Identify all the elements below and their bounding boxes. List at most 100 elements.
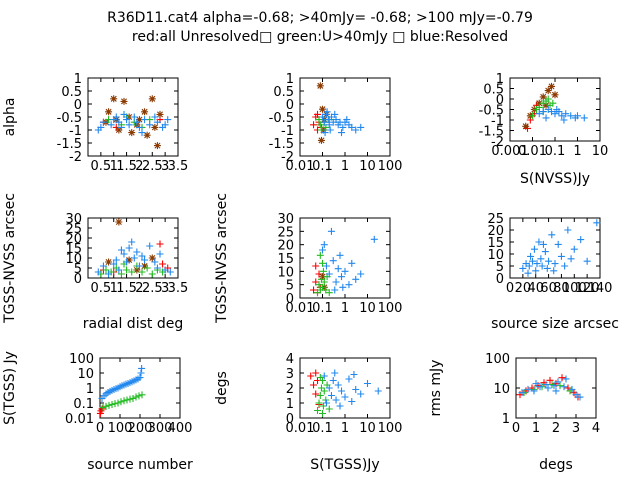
x-tick-label: 200 xyxy=(128,421,153,436)
blue-point xyxy=(151,258,159,266)
blue-point xyxy=(319,113,326,121)
green-point xyxy=(319,402,327,410)
x-axis-label: degs xyxy=(539,457,573,473)
blue-point xyxy=(327,392,335,399)
blue-point xyxy=(326,126,334,134)
blue-point xyxy=(357,270,365,278)
green-point xyxy=(99,404,107,412)
x-tick-label: 0.1 xyxy=(312,159,333,174)
x-tick-label: 80 xyxy=(553,281,570,296)
blue-point xyxy=(319,246,326,254)
x-tick-label: 2.5 xyxy=(142,159,163,174)
x-tick-label: 1 xyxy=(110,159,118,174)
green-point xyxy=(317,126,325,134)
blue-point xyxy=(558,112,566,120)
y-tick-label: 0 xyxy=(74,98,82,113)
brown-point xyxy=(539,93,547,101)
green-point xyxy=(102,402,110,410)
blue-point xyxy=(554,378,562,386)
blue-point xyxy=(112,256,120,264)
x-tick-label: 1 xyxy=(341,301,349,316)
blue-point xyxy=(110,260,118,268)
blue-point xyxy=(325,121,333,129)
blue-point xyxy=(115,118,123,126)
blue-point xyxy=(552,387,560,395)
green-point xyxy=(556,382,564,390)
blue-point xyxy=(562,375,570,383)
red-point xyxy=(310,121,318,129)
plot-grid: 0.511.522.533.5-2-1.5-1-0.500.51alpha0.0… xyxy=(2,72,619,473)
green-point xyxy=(316,121,324,129)
green-point xyxy=(138,268,146,276)
y-tick-label: 2 xyxy=(286,382,294,397)
green-point xyxy=(320,278,328,286)
blue-point xyxy=(99,262,107,270)
blue-point xyxy=(120,250,128,258)
green-point xyxy=(111,400,119,408)
x-tick-label: 60 xyxy=(540,281,557,296)
green-point xyxy=(102,266,110,274)
brown-point xyxy=(105,258,113,266)
x-tick-label: 100 xyxy=(562,281,587,296)
blue-point xyxy=(130,254,138,262)
y-axis-label: TGSS-NVSS arcsec xyxy=(214,193,230,324)
x-tick-label: 100 xyxy=(378,159,403,174)
blue-point xyxy=(357,123,365,131)
y-tick-label: 30 xyxy=(277,212,294,227)
blue-point xyxy=(542,114,550,122)
blue-point xyxy=(161,266,169,274)
blue-point xyxy=(357,390,365,398)
y-axis-label: degs xyxy=(214,371,230,405)
x-tick-label: 0.01 xyxy=(286,421,315,436)
x-tick-label: 4 xyxy=(592,421,600,436)
blue-point xyxy=(135,123,143,131)
y-tick-label: 1 xyxy=(74,72,82,87)
red-point xyxy=(312,390,320,398)
blue-point xyxy=(572,391,580,399)
brown-point xyxy=(548,82,556,90)
chart-title: R36D11.cat4 alpha=-0.68; >40mJy= -0.68; … xyxy=(107,10,533,26)
y-tick-label: 25 xyxy=(277,225,294,240)
y-tick-label: 100 xyxy=(485,352,510,367)
x-tick-label: 120 xyxy=(575,281,600,296)
blue-point xyxy=(339,283,347,291)
y-tick-label: 0 xyxy=(74,272,82,287)
blue-point xyxy=(338,273,346,281)
green-point xyxy=(120,397,128,405)
blue-point xyxy=(329,377,337,384)
y-tick-label: 1 xyxy=(502,412,510,427)
y-tick-label: 20 xyxy=(487,224,504,239)
blue-point xyxy=(146,242,154,250)
brown-point xyxy=(522,122,530,130)
blue-point xyxy=(133,118,141,126)
blue-point xyxy=(532,267,540,275)
y-tick-label: 1 xyxy=(286,72,294,87)
blue-point xyxy=(115,266,123,274)
blue-point xyxy=(133,248,141,256)
y-axis-label: TGSS-NVSS arcsec xyxy=(2,193,18,324)
y-tick-label: 5 xyxy=(496,260,504,275)
x-tick-label: 300 xyxy=(148,421,173,436)
x-tick-label: 0.001 xyxy=(491,144,528,159)
green-point xyxy=(129,394,137,402)
y-tick-label: 0 xyxy=(286,412,294,427)
green-point xyxy=(544,95,552,103)
blue-point xyxy=(327,227,335,235)
blue-point xyxy=(320,372,328,380)
blue-point xyxy=(130,113,138,121)
red-point xyxy=(310,381,318,389)
x-tick-label: 0.5 xyxy=(91,159,112,174)
x-tick-label: 140 xyxy=(588,281,613,296)
blue-point xyxy=(338,387,346,395)
y-tick-label: 0.5 xyxy=(483,83,504,98)
y-tick-label: 5 xyxy=(286,279,294,294)
x-tick-label: 3.5 xyxy=(168,281,189,296)
blue-point xyxy=(97,123,105,131)
blue-point xyxy=(567,112,575,120)
blue-point xyxy=(141,256,149,264)
blue-point xyxy=(322,399,330,407)
